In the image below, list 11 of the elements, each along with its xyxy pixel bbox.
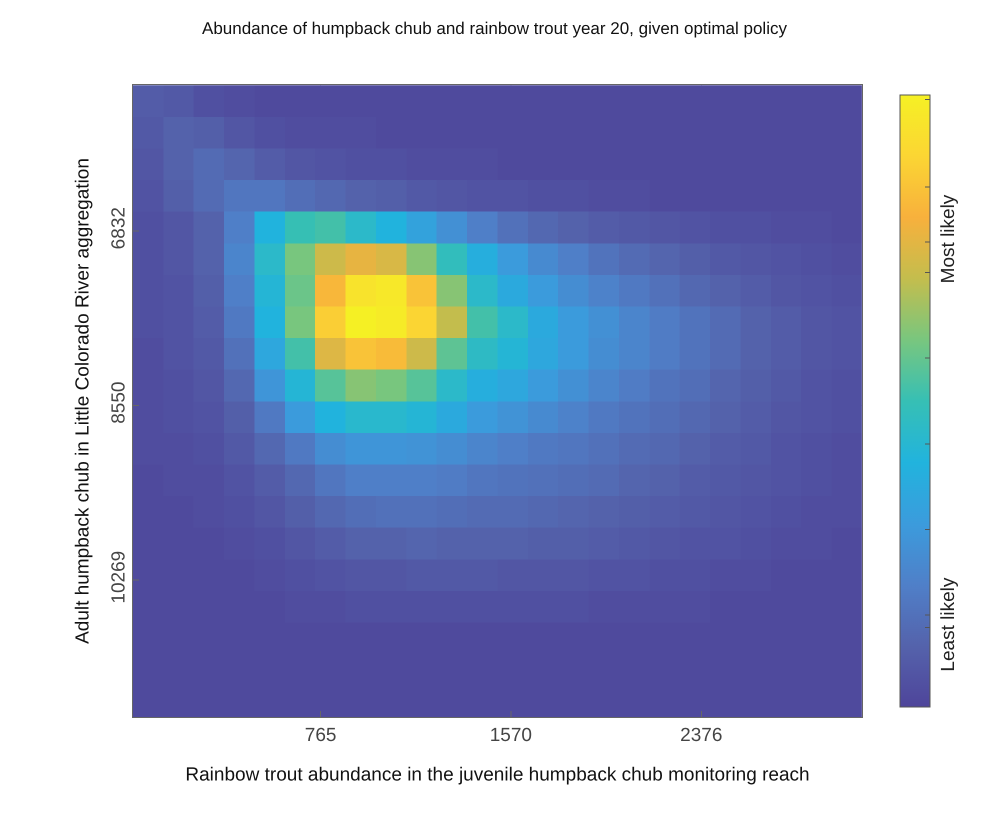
y-tick-label: 8550 bbox=[108, 381, 130, 424]
x-tick-label: 1570 bbox=[490, 724, 532, 746]
chart-title: Abundance of humpback chub and rainbow trout year 20, given optimal policy bbox=[202, 18, 788, 38]
color-bar-label: Most likely bbox=[938, 194, 959, 284]
y-axis-title: Adult humpback chub in Little Colorado River aggregation bbox=[72, 158, 94, 644]
x-tick-label: 765 bbox=[304, 724, 336, 746]
y-tick-label: 10269 bbox=[108, 550, 130, 604]
color-bar-label: Least likely bbox=[938, 577, 959, 672]
y-tick-label: 6832 bbox=[108, 207, 130, 250]
x-axis-title: Rainbow trout abundance in the juvenile humpback chub monitoring reach bbox=[185, 764, 810, 786]
x-tick-label: 2376 bbox=[680, 724, 722, 746]
